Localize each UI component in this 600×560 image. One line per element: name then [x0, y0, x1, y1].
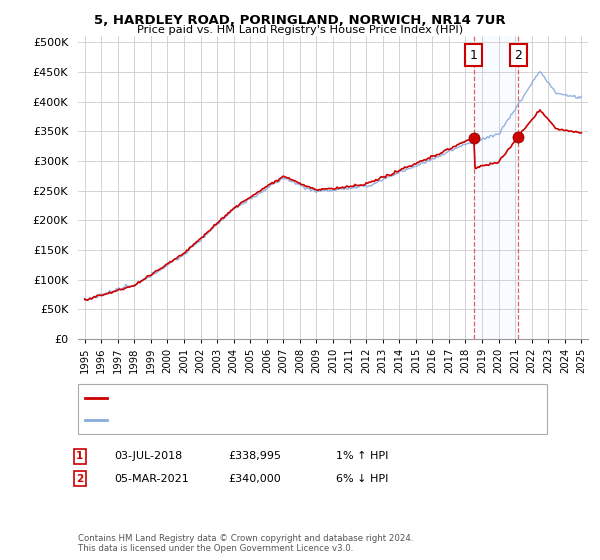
Text: 1: 1 — [470, 49, 478, 62]
Text: 05-MAR-2021: 05-MAR-2021 — [114, 474, 189, 484]
Text: 5, HARDLEY ROAD, PORINGLAND, NORWICH, NR14 7UR: 5, HARDLEY ROAD, PORINGLAND, NORWICH, NR… — [94, 14, 506, 27]
Text: 6% ↓ HPI: 6% ↓ HPI — [336, 474, 388, 484]
Bar — [474, 36, 518, 339]
Text: £340,000: £340,000 — [228, 474, 281, 484]
Text: HPI: Average price, detached house, South Norfolk: HPI: Average price, detached house, Sout… — [111, 415, 375, 425]
Text: 2: 2 — [515, 49, 523, 62]
Text: £338,995: £338,995 — [228, 451, 281, 461]
Text: 1: 1 — [76, 451, 83, 461]
Text: Contains HM Land Registry data © Crown copyright and database right 2024.
This d: Contains HM Land Registry data © Crown c… — [78, 534, 413, 553]
Text: Price paid vs. HM Land Registry's House Price Index (HPI): Price paid vs. HM Land Registry's House … — [137, 25, 463, 35]
Text: 5, HARDLEY ROAD, PORINGLAND, NORWICH, NR14 7UR (detached house): 5, HARDLEY ROAD, PORINGLAND, NORWICH, NR… — [111, 393, 494, 403]
Text: 2: 2 — [76, 474, 83, 484]
Text: 03-JUL-2018: 03-JUL-2018 — [114, 451, 182, 461]
Text: 1% ↑ HPI: 1% ↑ HPI — [336, 451, 388, 461]
